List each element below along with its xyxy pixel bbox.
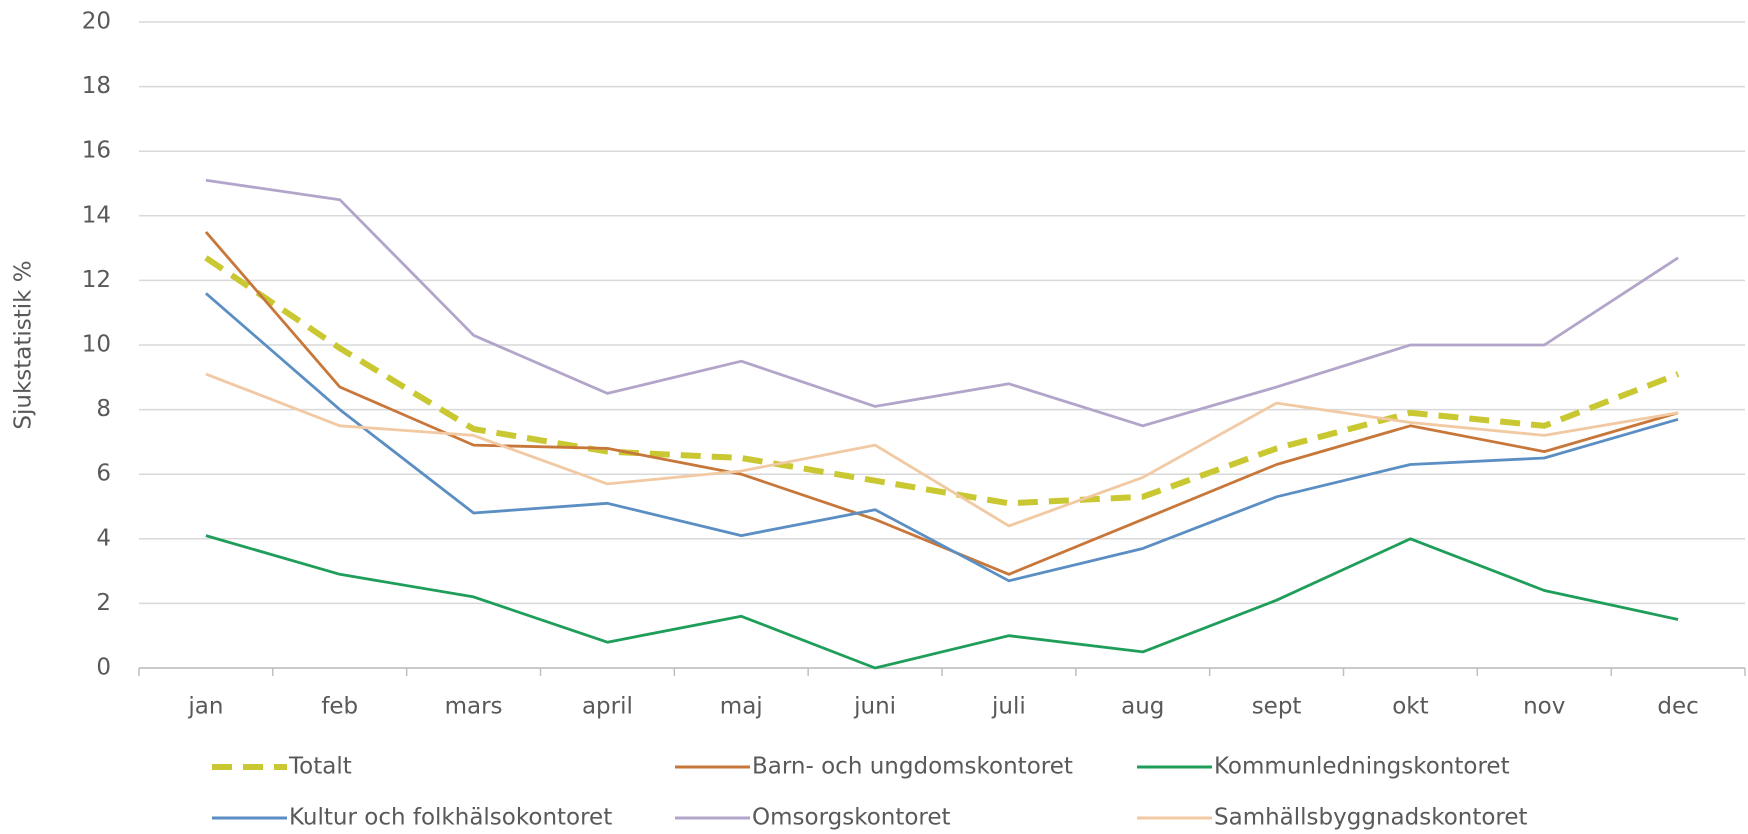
legend-label: Kultur och folkhälsokontoret: [289, 805, 612, 831]
series-line: [205, 178, 1679, 428]
series-line: [205, 372, 1679, 528]
y-tick-label: 10: [82, 332, 111, 358]
y-tick-label: 18: [82, 73, 111, 99]
y-tick-label: 14: [82, 202, 111, 228]
legend-label: Barn- och ungdomskontoret: [752, 754, 1073, 780]
y-tick-label: 20: [82, 9, 111, 35]
series-line: [204, 255, 1680, 507]
y-tick-label: 8: [96, 396, 111, 422]
series-line: [204, 230, 1679, 576]
y-tick-label: 6: [96, 461, 111, 487]
x-tick-label: juli: [991, 694, 1026, 720]
y-tick-label: 12: [82, 267, 111, 293]
legend-label: Samhällsbyggnadskontoret: [1214, 805, 1528, 831]
legend-label: Totalt: [288, 754, 352, 780]
y-tick-label: 4: [96, 525, 111, 551]
x-tick-label: maj: [720, 694, 763, 720]
series-line: [205, 534, 1679, 670]
y-tick-label: 16: [82, 138, 111, 164]
y-tick-label: 2: [96, 590, 111, 616]
x-tick-label: aug: [1121, 694, 1164, 720]
legend-label: Kommunledningskontoret: [1214, 754, 1510, 780]
x-tick-label: okt: [1392, 694, 1428, 720]
x-tick-label: sept: [1252, 694, 1302, 720]
x-tick-label: jan: [187, 694, 223, 720]
x-tick-label: nov: [1523, 694, 1565, 720]
x-tick-label: feb: [321, 694, 358, 720]
x-tick-label: april: [582, 694, 633, 720]
x-tick-label: dec: [1657, 694, 1698, 720]
x-tick-label: juni: [853, 694, 896, 720]
x-tick-label: mars: [445, 694, 503, 720]
y-tick-label: 0: [96, 655, 111, 681]
legend-label: Omsorgskontoret: [752, 805, 951, 831]
series-line: [204, 292, 1679, 583]
y-axis-label: Sjukstatistik %: [11, 260, 37, 429]
